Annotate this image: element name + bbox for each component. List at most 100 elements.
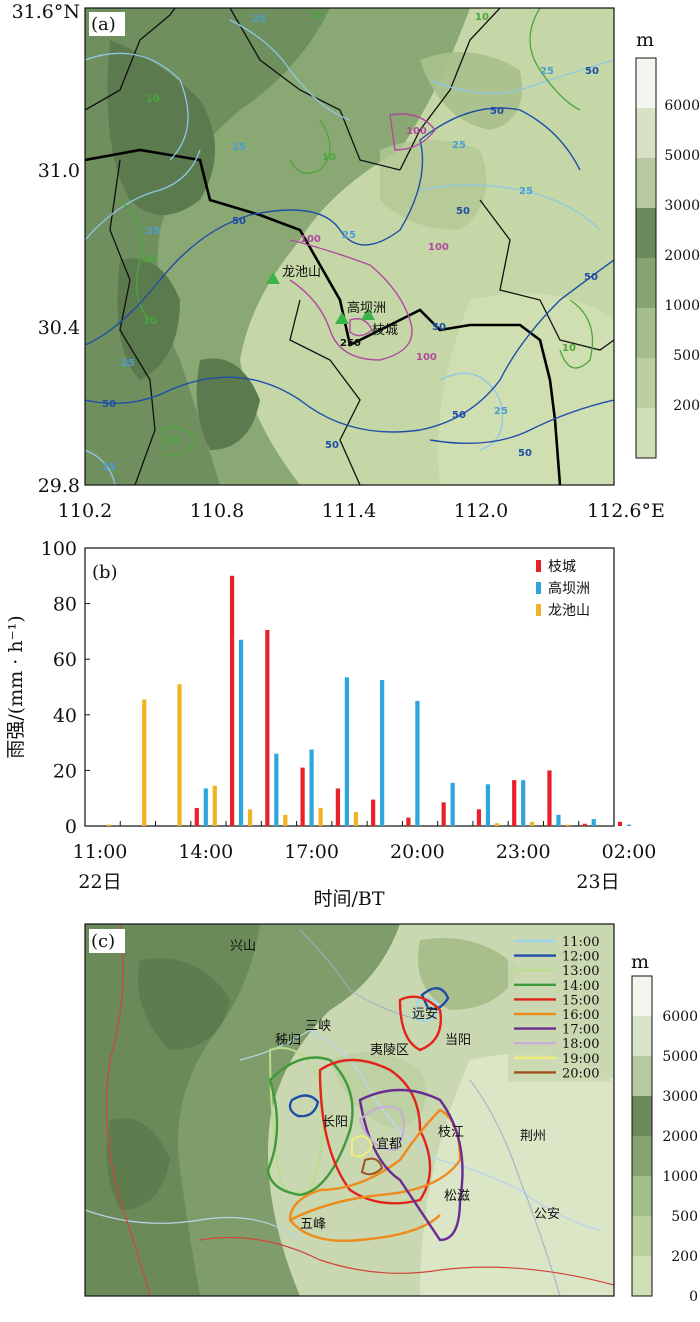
colorbar-unit: m xyxy=(631,951,649,973)
colorbar-label: 3000 xyxy=(664,198,700,214)
bar-longchishan xyxy=(247,809,253,826)
colorbar-a: m 6000 5000 3000 2000 1000 500 200 xyxy=(635,29,700,459)
legend-label: 15:00 xyxy=(562,993,599,1008)
svg-text:50: 50 xyxy=(102,399,116,410)
panel-label: (c) xyxy=(91,931,115,952)
colorbar-label: 0 xyxy=(689,1289,698,1305)
place-label: 宜都 xyxy=(376,1137,402,1152)
colorbar-label: 2000 xyxy=(664,248,700,264)
svg-text:100: 100 xyxy=(428,242,449,253)
legend-label: 16:00 xyxy=(562,1008,599,1023)
x-tick-label: 17:00 xyxy=(284,841,339,863)
bar-gaobazhou xyxy=(274,753,279,826)
svg-text:50: 50 xyxy=(490,106,504,117)
legend-label: 14:00 xyxy=(562,979,599,994)
colorbar-label: 200 xyxy=(673,398,700,414)
place-label: 松滋 xyxy=(444,1189,470,1204)
place-label: 长阳 xyxy=(322,1115,348,1130)
colorbar-label: 1000 xyxy=(662,1169,698,1185)
station-marker-gaobazhou xyxy=(335,312,349,324)
bar-longchishan xyxy=(353,812,358,826)
y-axis-label: 雨强/(mm · h⁻¹) xyxy=(5,615,27,758)
place-label: 远安 xyxy=(412,1007,438,1022)
svg-text:25: 25 xyxy=(146,226,160,237)
place-label: 公安 xyxy=(534,1207,560,1222)
y-tick-label: 60 xyxy=(53,649,77,671)
y-tick-label: 29.8 xyxy=(38,475,80,497)
bar-zhicheng xyxy=(617,821,623,826)
panel-b: (b) 0 20 40 60 80 100 11:00 14:00 17:00 20:00 23:… xyxy=(5,538,656,910)
bar-longchishan xyxy=(212,785,217,826)
svg-text:50: 50 xyxy=(456,206,470,217)
svg-text:25: 25 xyxy=(342,230,356,241)
x-axis: 11:00 14:00 17:00 20:00 23:00 02:00 xyxy=(73,821,657,863)
legend-swatch xyxy=(536,582,541,594)
svg-text:50: 50 xyxy=(232,216,246,227)
bar-zhicheng xyxy=(335,788,340,826)
svg-text:10: 10 xyxy=(142,254,156,265)
colorbar-label: 1000 xyxy=(664,298,700,314)
colorbar-label: 6000 xyxy=(662,1009,698,1025)
legend-label: 12:00 xyxy=(562,950,599,965)
place-label: 当阳 xyxy=(445,1033,471,1048)
svg-text:50: 50 xyxy=(432,322,446,333)
bar-gaobazhou xyxy=(344,677,349,826)
bar-zhicheng xyxy=(476,809,482,826)
svg-text:10: 10 xyxy=(310,10,324,21)
bar-gaobazhou xyxy=(485,784,491,826)
colorbar-label: 500 xyxy=(673,348,700,364)
colorbar-unit: m xyxy=(636,29,654,51)
svg-text:10: 10 xyxy=(562,343,576,354)
panel-c-tag-bg xyxy=(89,929,125,953)
x-tick-label: 23:00 xyxy=(496,841,551,863)
legend-swatch xyxy=(536,604,541,616)
legend-label: 高坝洲 xyxy=(548,580,590,597)
colorbar-label: 3000 xyxy=(662,1089,698,1105)
station-label: 龙池山 xyxy=(282,265,321,280)
x-tick-label: 112.0 xyxy=(454,500,508,522)
x-tick-label: 20:00 xyxy=(390,841,445,863)
bar-gaobazhou xyxy=(626,824,632,826)
svg-text:10: 10 xyxy=(475,12,489,23)
panel-a: 25 10 10 25 50 10 25 100 50 25 10 50 25 … xyxy=(12,1,700,522)
legend-swatch xyxy=(536,560,541,572)
bar-zhicheng xyxy=(194,807,199,826)
bars xyxy=(106,575,632,826)
y-tick-label: 40 xyxy=(53,705,77,727)
bar-gaobazhou xyxy=(591,819,596,826)
legend-label: 枝城 xyxy=(548,559,576,575)
colorbar-label: 2000 xyxy=(662,1129,698,1145)
panel-a-terrain: 25 10 10 25 50 10 25 100 50 25 10 50 25 … xyxy=(85,8,614,485)
place-label: 秭归 xyxy=(275,1033,301,1048)
bar-zhicheng xyxy=(265,630,270,826)
x-tick-label: 02:00 xyxy=(602,841,657,863)
colorbar-c: m 6000 5000 3000 2000 1000 500 200 0 xyxy=(631,951,698,1305)
station-label: 高坝洲 xyxy=(347,300,386,316)
svg-text:250: 250 xyxy=(340,338,361,349)
svg-text:25: 25 xyxy=(494,406,508,417)
bar-zhicheng xyxy=(582,823,587,826)
bar-zhicheng xyxy=(300,767,305,826)
legend-label: 17:00 xyxy=(562,1023,599,1038)
svg-text:25: 25 xyxy=(519,186,533,197)
y-tick-label: 0 xyxy=(65,816,77,838)
svg-text:100: 100 xyxy=(300,234,321,245)
bar-gaobazhou xyxy=(380,680,385,826)
svg-text:25: 25 xyxy=(540,66,554,77)
colorbar-label: 5000 xyxy=(664,148,700,164)
colorbar-label: 200 xyxy=(671,1249,698,1265)
x-tick-label: 11:00 xyxy=(73,841,128,863)
svg-text:25: 25 xyxy=(121,358,135,369)
panel-c-frame xyxy=(84,923,615,1297)
bar-gaobazhou xyxy=(203,788,208,826)
time-legend: 11:0012:0013:0014:0015:0016:0017:0018:00… xyxy=(508,930,610,1082)
panel-a-frame xyxy=(84,7,615,486)
colorbar-label: 500 xyxy=(671,1209,698,1225)
svg-text:100: 100 xyxy=(416,352,437,363)
x-tick-label: 110.8 xyxy=(190,500,244,522)
bar-longchishan xyxy=(106,824,112,826)
bar-gaobazhou xyxy=(450,782,455,826)
svg-text:25: 25 xyxy=(252,14,266,25)
